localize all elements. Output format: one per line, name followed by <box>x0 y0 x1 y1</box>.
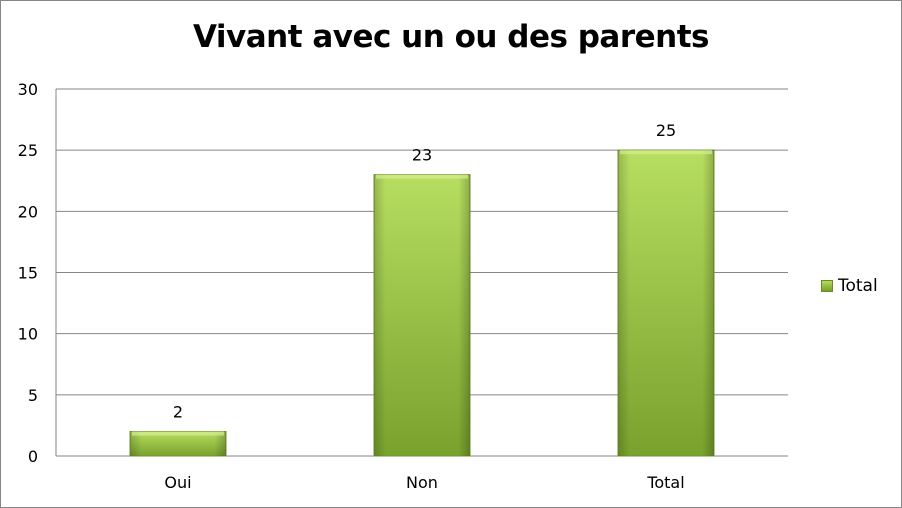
legend: Total <box>821 276 878 296</box>
y-tick-label: 25 <box>18 141 38 160</box>
y-tick-label: 30 <box>18 80 38 99</box>
data-label: 25 <box>656 121 676 140</box>
data-label: 2 <box>173 403 183 422</box>
data-label: 23 <box>412 146 432 165</box>
y-tick-label: 15 <box>18 264 38 283</box>
y-tick-label: 20 <box>18 202 38 221</box>
x-tick-label: Oui <box>164 473 191 492</box>
y-tick-label: 0 <box>28 447 38 466</box>
x-tick-label: Non <box>406 473 438 492</box>
bar-shade <box>374 174 470 456</box>
legend-swatch <box>821 280 833 292</box>
legend-label: Total <box>838 276 878 296</box>
bar-top-highlight <box>620 150 712 155</box>
y-tick-label: 5 <box>28 386 38 405</box>
bar-shade <box>618 150 714 456</box>
y-tick-label: 10 <box>18 325 38 344</box>
bar-top-highlight <box>376 174 468 179</box>
chart-title: Vivant avec un ou des parents <box>192 19 710 55</box>
bar-shade <box>130 431 226 456</box>
x-tick-label: Total <box>646 473 684 492</box>
bar-top-highlight <box>132 431 224 436</box>
